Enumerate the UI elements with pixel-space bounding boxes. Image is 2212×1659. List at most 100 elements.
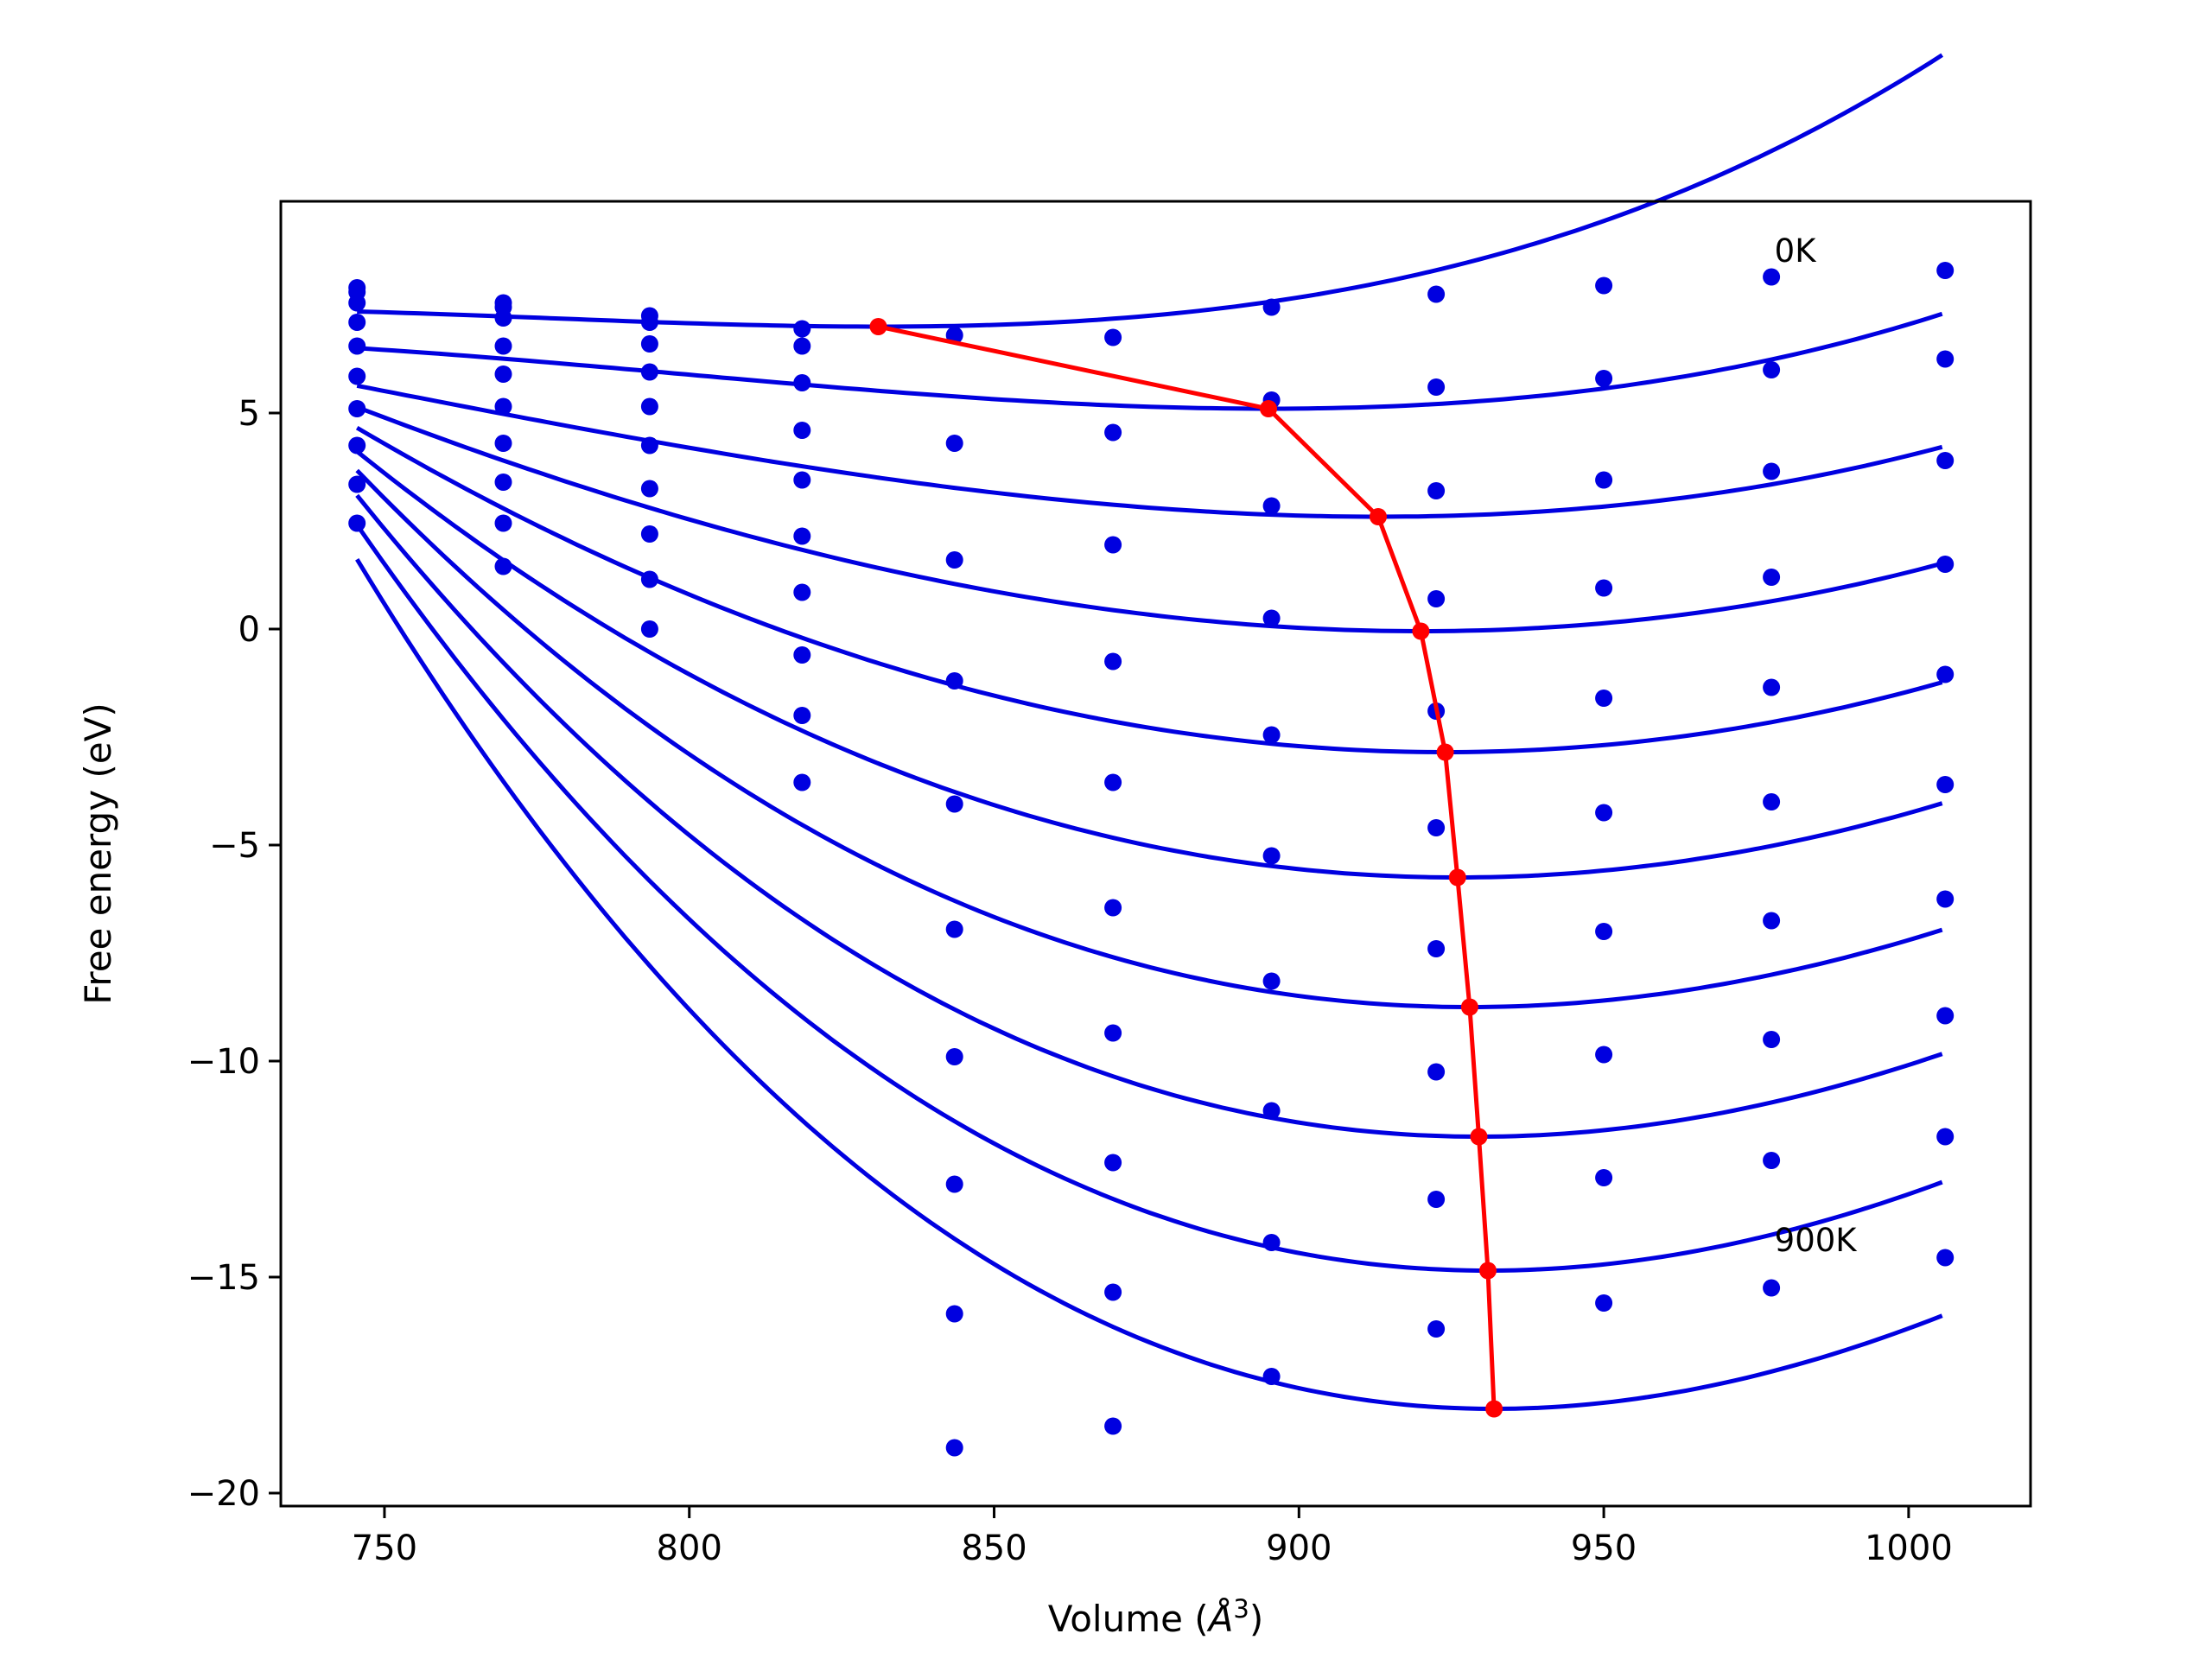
- data-point: [348, 367, 366, 385]
- x-axis-label-unit: Å: [1206, 1597, 1234, 1640]
- data-point: [640, 397, 658, 416]
- minimum-point: [1412, 622, 1430, 640]
- data-point: [945, 672, 963, 690]
- data-point: [348, 337, 366, 355]
- data-point: [348, 400, 366, 417]
- data-point: [793, 583, 811, 601]
- data-point: [348, 514, 366, 532]
- data-point: [945, 1439, 963, 1457]
- data-point: [1595, 1294, 1613, 1312]
- minimum-point: [1470, 1128, 1488, 1146]
- data-point: [1104, 328, 1122, 346]
- data-point: [793, 707, 811, 724]
- minimum-point: [1460, 998, 1478, 1016]
- data-point: [1595, 804, 1613, 822]
- x-axis-ticks: 750 800 850 900 950 1000: [352, 1506, 1953, 1568]
- data-point: [494, 337, 512, 355]
- data-point: [494, 309, 512, 327]
- data-point: [1595, 1169, 1613, 1186]
- data-point: [1936, 1249, 1955, 1267]
- y-tick-label: 0: [238, 610, 260, 650]
- y-tick-label: −20: [188, 1474, 260, 1514]
- fit-curve-1: [357, 311, 1943, 411]
- data-point: [1104, 1417, 1122, 1435]
- data-point: [1936, 350, 1955, 368]
- data-point: [1262, 726, 1281, 744]
- data-point: [348, 475, 366, 493]
- data-point: [793, 422, 811, 439]
- data-point: [1427, 590, 1446, 607]
- data-point: [348, 436, 366, 454]
- data-point: [1262, 497, 1281, 515]
- minimum-point: [1479, 1262, 1497, 1280]
- data-point: [1595, 276, 1613, 295]
- data-point: [1763, 462, 1781, 480]
- fit-curve-2: [356, 383, 1943, 519]
- data-point: [640, 525, 658, 543]
- data-point: [1427, 1063, 1446, 1081]
- minimum-point: [1448, 868, 1466, 887]
- minimum-point: [1485, 1400, 1503, 1418]
- fit-curve-5: [355, 449, 1943, 880]
- data-point: [348, 294, 366, 312]
- data-point: [1427, 378, 1446, 396]
- data-point: [1595, 923, 1613, 940]
- temperature-annotation: 0K: [1775, 232, 1818, 270]
- data-point: [348, 314, 366, 331]
- data-point: [945, 1305, 963, 1323]
- data-point: [793, 337, 811, 355]
- data-point: [1104, 536, 1122, 554]
- data-point: [1763, 268, 1781, 286]
- data-point: [640, 620, 658, 638]
- data-point: [1763, 1279, 1781, 1297]
- data-point: [793, 773, 811, 791]
- data-point: [640, 363, 658, 381]
- fit-curve-0: [357, 53, 1944, 329]
- minimum-path: [869, 318, 1503, 1418]
- y-axis-label: Free energy (eV): [77, 702, 119, 1005]
- y-tick-label: −10: [188, 1042, 260, 1082]
- data-points: [348, 262, 1955, 1457]
- data-point: [793, 374, 811, 391]
- data-point: [640, 436, 658, 454]
- data-point: [1936, 452, 1955, 469]
- data-point: [1936, 262, 1955, 279]
- data-point: [1936, 665, 1955, 683]
- data-point: [494, 435, 512, 452]
- minimum-point: [1436, 743, 1454, 761]
- fit-curve-6: [355, 468, 1943, 1009]
- data-point: [793, 527, 811, 545]
- data-point: [1763, 1152, 1781, 1169]
- minimum-point: [1370, 508, 1387, 525]
- data-point: [1936, 890, 1955, 908]
- data-point: [494, 474, 512, 491]
- data-point: [640, 314, 658, 331]
- data-point: [1595, 690, 1613, 707]
- minimum-path-line: [877, 324, 1497, 1409]
- data-point: [945, 920, 963, 938]
- data-point: [793, 471, 811, 489]
- data-point: [1104, 1154, 1122, 1172]
- data-point: [1104, 652, 1122, 671]
- data-point: [1104, 773, 1122, 791]
- data-point: [1104, 899, 1122, 917]
- fit-curve-8: [355, 524, 1943, 1273]
- x-tick-label: 800: [657, 1529, 722, 1568]
- fit-curve-3: [356, 404, 1943, 633]
- data-point: [945, 435, 963, 452]
- data-point: [1763, 793, 1781, 810]
- y-tick-label: 5: [238, 394, 260, 434]
- data-point: [640, 480, 658, 498]
- data-point: [1262, 1102, 1281, 1120]
- data-point: [1262, 972, 1281, 990]
- data-point: [945, 551, 963, 569]
- data-point: [1427, 482, 1446, 499]
- y-axis-ticks: 5 0 −5 −10 −15 −20: [188, 394, 281, 1514]
- data-point: [1763, 569, 1781, 586]
- data-point: [1427, 940, 1446, 957]
- x-tick-label: 850: [961, 1529, 1027, 1568]
- data-point: [1262, 1234, 1281, 1251]
- x-tick-label: 900: [1266, 1529, 1332, 1568]
